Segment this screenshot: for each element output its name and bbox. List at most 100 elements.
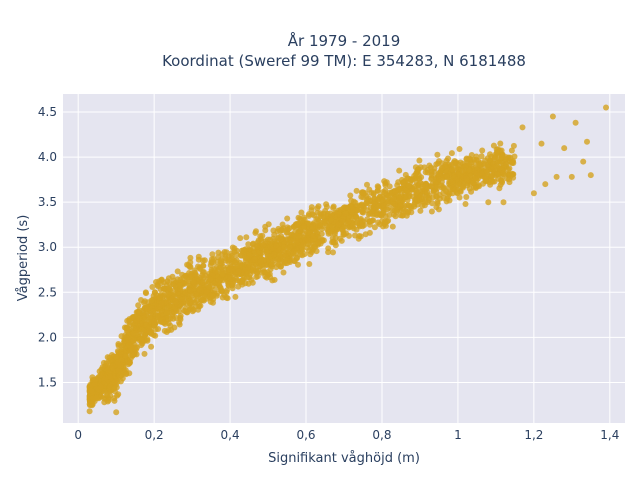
data-point <box>155 326 162 332</box>
data-point <box>160 319 167 326</box>
data-point <box>346 232 352 239</box>
data-point <box>476 183 482 190</box>
data-point <box>419 202 426 209</box>
data-point <box>443 173 450 180</box>
data-point <box>185 262 192 269</box>
data-point <box>408 177 415 184</box>
data-point <box>538 140 545 147</box>
data-point <box>240 247 247 254</box>
data-point <box>603 104 609 111</box>
y-tick-label: 2.0 <box>38 330 57 344</box>
data-point <box>235 283 242 290</box>
data-point <box>359 208 366 215</box>
data-point <box>97 372 104 379</box>
data-point <box>412 171 419 177</box>
data-point <box>375 219 382 226</box>
data-point <box>132 346 139 353</box>
data-point <box>232 293 239 300</box>
data-point <box>141 316 148 323</box>
data-point <box>268 261 275 268</box>
data-point <box>107 373 113 380</box>
data-point <box>572 119 579 126</box>
data-point <box>187 287 194 294</box>
data-point <box>244 274 251 281</box>
data-point <box>510 142 517 149</box>
data-point <box>428 183 435 190</box>
data-point <box>260 241 267 248</box>
data-point <box>496 185 503 192</box>
data-point <box>424 189 431 196</box>
data-point <box>503 154 509 161</box>
data-point <box>479 147 486 154</box>
data-point <box>189 292 196 299</box>
x-tick-label: 1,4 <box>600 428 619 442</box>
data-point <box>190 279 197 286</box>
data-point <box>170 277 177 284</box>
data-point <box>508 147 515 154</box>
y-tick-label: 3.0 <box>38 240 57 254</box>
data-point <box>419 183 426 190</box>
data-point <box>390 195 397 202</box>
chart-title-line1: År 1979 - 2019 <box>288 31 401 50</box>
data-point <box>310 235 317 242</box>
chart-title-line2: Koordinat (Sweref 99 TM): E 354283, N 61… <box>162 52 526 70</box>
data-point <box>210 299 216 306</box>
data-point <box>462 163 469 170</box>
data-point <box>584 138 590 145</box>
data-point <box>503 160 510 167</box>
data-point <box>568 173 575 180</box>
data-point <box>223 294 230 301</box>
data-point <box>358 202 365 209</box>
data-point <box>323 201 330 208</box>
grid-lines <box>63 94 625 423</box>
data-point <box>392 213 399 220</box>
data-point <box>363 200 370 207</box>
data-point <box>299 246 306 253</box>
data-point <box>187 254 194 261</box>
data-point <box>239 278 246 285</box>
data-point <box>113 409 120 416</box>
data-point <box>176 308 183 315</box>
data-point <box>270 235 277 242</box>
data-point <box>347 192 354 199</box>
data-point <box>172 298 179 305</box>
data-point <box>494 171 501 178</box>
data-point <box>459 168 466 175</box>
data-point <box>292 250 299 257</box>
data-point <box>308 207 315 214</box>
data-point <box>98 393 105 400</box>
data-point <box>364 181 370 188</box>
data-point <box>500 199 507 206</box>
data-point <box>473 153 480 160</box>
data-point <box>291 258 298 265</box>
data-point <box>195 253 202 260</box>
data-point <box>257 258 264 265</box>
data-point <box>280 225 287 232</box>
data-point <box>165 285 172 292</box>
data-point <box>277 236 284 243</box>
data-point <box>101 388 108 395</box>
x-tick-label: 1 <box>454 428 462 442</box>
data-point <box>317 222 323 228</box>
data-point <box>309 224 316 231</box>
data-point <box>262 227 269 234</box>
data-point <box>229 282 236 289</box>
data-point <box>449 166 456 173</box>
data-point <box>306 261 313 267</box>
data-point <box>360 190 367 197</box>
data-point <box>166 280 173 287</box>
data-point <box>196 286 203 293</box>
data-point <box>166 303 173 309</box>
x-tick-label: 0,4 <box>221 428 240 442</box>
data-point <box>139 331 146 338</box>
data-point <box>364 216 371 223</box>
data-point <box>488 153 495 160</box>
data-point <box>325 249 332 256</box>
data-point <box>396 195 403 202</box>
data-point <box>485 199 492 206</box>
data-point <box>280 247 287 254</box>
data-point <box>215 249 222 256</box>
data-point <box>283 229 290 236</box>
data-point <box>339 218 346 225</box>
data-point <box>434 200 441 207</box>
